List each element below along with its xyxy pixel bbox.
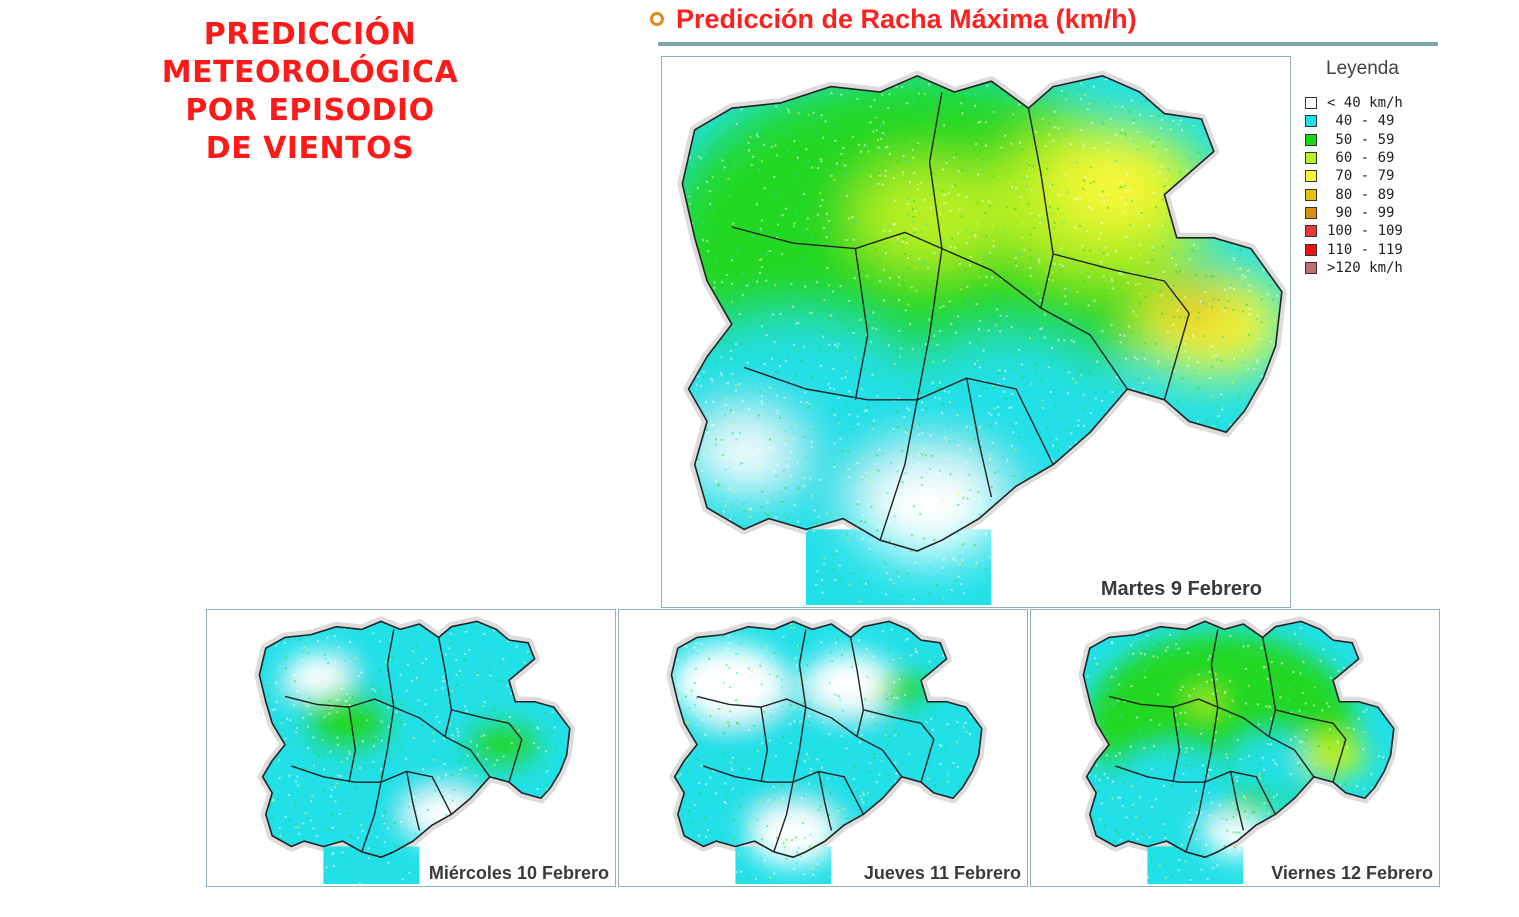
map-title: Predicción de Racha Máxima (km/h) (676, 3, 1137, 34)
province-border (284, 695, 395, 708)
legend-item: 80 - 89 (1302, 185, 1452, 203)
map-panel-jueves: Jueves 11 Febrero (618, 609, 1028, 887)
legend-item: 50 - 59 (1302, 131, 1452, 149)
region-map-miercoles (254, 616, 575, 884)
gust-area (1301, 733, 1365, 777)
legend-label: 100 - 109 (1327, 223, 1403, 240)
map-panel-viernes: Viernes 12 Febrero (1030, 609, 1440, 887)
province-border (792, 629, 807, 783)
province-border (437, 637, 453, 737)
gust-area (694, 419, 794, 489)
gust-area (1205, 814, 1269, 858)
legend: Leyenda < 40 km/h 40 - 49 50 - 59 60 - 6… (1302, 58, 1452, 277)
region-map-viernes (1078, 616, 1399, 884)
legend-label: >120 km/h (1327, 259, 1403, 276)
province-border (348, 707, 357, 783)
page-title-line: METEOROLÓGICA (161, 55, 459, 90)
wind-gust-field (682, 75, 1282, 605)
legend-label: 40 - 49 (1327, 113, 1395, 130)
legend-item: 60 - 69 (1302, 149, 1452, 167)
legend-swatch (1305, 206, 1317, 219)
region-outline (258, 620, 571, 858)
page-title-line: POR EPISODIO (185, 93, 435, 128)
legend-item: >120 km/h (1302, 259, 1452, 277)
map-panel-martes: Martes 9 Febrero (661, 56, 1291, 608)
region-outline (681, 74, 1283, 552)
legend-swatch (1305, 170, 1317, 183)
gust-area (855, 455, 1004, 560)
gust-area (464, 718, 541, 771)
legend-item: 100 - 109 (1302, 222, 1452, 240)
legend-label: 80 - 89 (1327, 186, 1395, 203)
legend-label: 50 - 59 (1327, 131, 1395, 148)
province-border (879, 399, 918, 541)
province-border (1229, 771, 1245, 831)
legend-label: 60 - 69 (1327, 150, 1395, 167)
province-border (965, 378, 993, 498)
province-border (361, 782, 382, 853)
province-border (1275, 709, 1347, 783)
province-border (1261, 637, 1277, 737)
page-title-line: PREDICCIÓN (203, 17, 417, 52)
region-outline (1082, 620, 1395, 858)
legend-swatch (1305, 225, 1317, 238)
legend-swatch (1305, 261, 1317, 274)
region-outline (670, 620, 983, 858)
legend-item: 110 - 119 (1302, 240, 1452, 258)
province-border (817, 771, 833, 831)
map-day-label: Martes 9 Febrero (1100, 578, 1262, 600)
legend-item: 40 - 49 (1302, 112, 1452, 130)
map-panel-miercoles: Miércoles 10 Febrero (206, 609, 616, 887)
province-border (1108, 695, 1219, 708)
province-border (743, 366, 1054, 465)
map-day-label: Viernes 12 Febrero (1271, 863, 1433, 883)
province-border (863, 709, 935, 783)
gust-area (879, 673, 931, 709)
gust-area (805, 652, 896, 714)
header-divider (658, 42, 1438, 46)
legend-swatch (1305, 152, 1317, 165)
map-day-label: Jueves 11 Febrero (863, 863, 1021, 883)
legend-item: 90 - 99 (1302, 204, 1452, 222)
legend-swatch (1305, 243, 1317, 256)
region-map-martes (677, 70, 1287, 605)
legend-swatch (1305, 188, 1317, 201)
gust-area (1053, 140, 1177, 227)
legend-item: < 40 km/h (1302, 94, 1452, 112)
bullet-ring-icon (650, 12, 664, 26)
page-title-line: DE VIENTOS (205, 131, 415, 166)
legend-label: 110 - 119 (1327, 241, 1403, 258)
legend-label: 70 - 79 (1327, 168, 1395, 185)
gust-area (1158, 282, 1233, 334)
gust-area (304, 693, 394, 754)
province-border (1052, 253, 1190, 400)
province-border (854, 248, 869, 400)
legend-title: Leyenda (1326, 58, 1399, 79)
map-day-label: Miércoles 10 Febrero (428, 863, 609, 883)
page-title: PREDICCIÓN METEOROLÓGICA POR EPISODIO DE… (130, 16, 490, 168)
province-border (773, 782, 794, 853)
legend-swatch (1305, 133, 1317, 146)
region-map-jueves (666, 616, 987, 884)
province-border (696, 695, 807, 708)
gust-area (285, 653, 349, 697)
gust-area (671, 644, 787, 722)
province-border (849, 637, 865, 737)
province-border (451, 709, 523, 783)
province-border (405, 771, 421, 831)
province-border (380, 629, 395, 783)
province-border (1185, 782, 1206, 853)
province-border (760, 707, 769, 783)
legend-swatch (1305, 115, 1317, 128)
province-border (1027, 108, 1054, 309)
legend-item: 70 - 79 (1302, 167, 1452, 185)
legend-label: < 40 km/h (1327, 95, 1403, 112)
map-header: Predicción de Racha Máxima (km/h) (650, 2, 1137, 36)
legend-swatch (1305, 97, 1317, 110)
legend-label: 90 - 99 (1327, 204, 1395, 221)
province-border (1172, 707, 1181, 783)
gust-area (1109, 747, 1237, 834)
gust-area (855, 164, 1004, 269)
